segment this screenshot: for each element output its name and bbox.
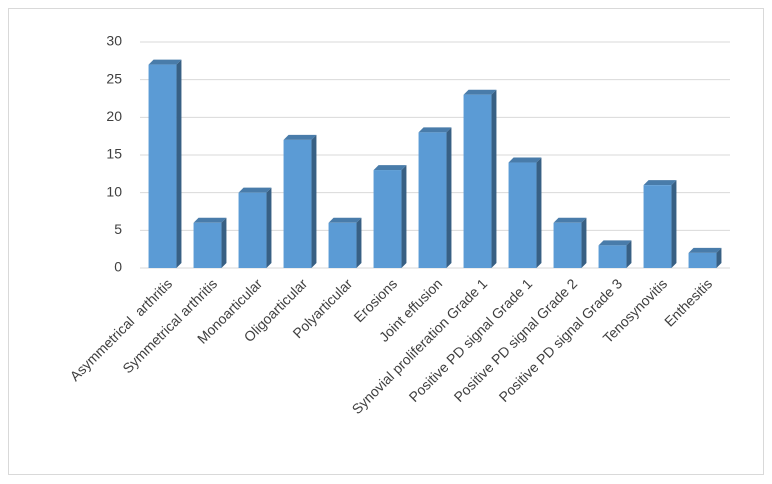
- y-tick-label: 5: [114, 221, 122, 237]
- bar: [283, 134, 317, 268]
- bar-top: [598, 240, 632, 246]
- bar-front: [328, 222, 357, 268]
- bar-front: [148, 64, 177, 268]
- bar-side: [311, 134, 317, 268]
- bar: [598, 240, 632, 268]
- y-tick-label: 30: [106, 33, 122, 49]
- bar-top: [643, 180, 677, 186]
- bar: [553, 217, 587, 268]
- y-tick-label: 10: [106, 183, 122, 199]
- bar-front: [193, 222, 222, 268]
- y-tick-label: 0: [114, 259, 122, 275]
- bar-front: [508, 162, 537, 268]
- bar: [418, 127, 452, 269]
- bar-side: [716, 247, 722, 268]
- bar-top: [463, 89, 497, 95]
- bar-top: [148, 59, 182, 65]
- bar-top: [373, 165, 407, 171]
- bar-top: [193, 217, 227, 223]
- bar-side: [176, 59, 182, 268]
- bar: [328, 217, 362, 268]
- bar-front: [643, 185, 672, 268]
- bar-top: [553, 217, 587, 223]
- bar-front: [463, 94, 492, 268]
- bar-side: [401, 165, 407, 268]
- bar-front: [688, 252, 717, 268]
- bar-top: [283, 134, 317, 140]
- bar-side: [626, 240, 632, 268]
- bar: [148, 59, 182, 268]
- bar-front: [553, 222, 582, 268]
- y-tick-label: 25: [106, 70, 122, 86]
- bar-front: [598, 245, 627, 268]
- bar: [688, 247, 722, 268]
- bar-side: [266, 187, 272, 268]
- bar-top: [688, 247, 722, 253]
- bar-side: [221, 217, 227, 268]
- bar-top: [418, 127, 452, 133]
- bar: [238, 187, 272, 268]
- bar-front: [283, 139, 312, 268]
- y-tick-label: 20: [106, 108, 122, 124]
- bar-top: [238, 187, 272, 193]
- bar: [193, 217, 227, 268]
- bar-front: [418, 132, 447, 268]
- bar-side: [446, 127, 452, 269]
- bar-side: [536, 157, 542, 268]
- bar-front: [373, 170, 402, 268]
- bar: [463, 89, 497, 268]
- bar-side: [671, 180, 677, 268]
- bar-top: [328, 217, 362, 223]
- bar: [643, 180, 677, 268]
- y-tick-label: 15: [106, 146, 122, 162]
- bar: [508, 157, 542, 268]
- bar-side: [581, 217, 587, 268]
- bar-side: [356, 217, 362, 268]
- bar-side: [491, 89, 497, 268]
- bar: [373, 165, 407, 268]
- bar-top: [508, 157, 542, 163]
- bar-front: [238, 192, 267, 268]
